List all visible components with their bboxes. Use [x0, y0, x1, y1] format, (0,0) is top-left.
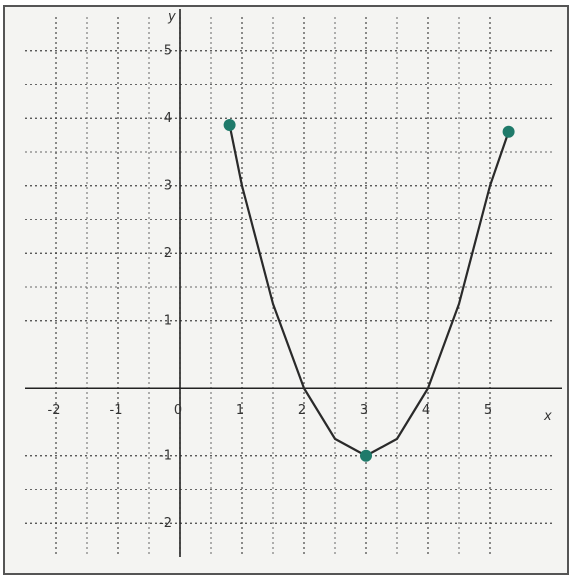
x-tick-label: -2 [48, 403, 61, 418]
x-tick-label: 2 [298, 403, 306, 418]
y-tick-label: 4 [164, 111, 172, 126]
y-tick-label: 1 [164, 313, 172, 328]
y-tick-label: 5 [164, 43, 172, 58]
y-tick-label: 2 [164, 246, 172, 261]
x-tick-label: 3 [360, 403, 368, 418]
x-tick-label: 4 [422, 403, 430, 418]
y-tick-label: 3 [164, 178, 172, 193]
point [223, 119, 236, 131]
y-axis-label: y [167, 10, 176, 25]
x-axis-label: x [543, 409, 552, 424]
y-tick-label: -2 [159, 516, 172, 531]
x-tick-label: 1 [236, 403, 244, 418]
point [502, 125, 515, 138]
paper [3, 5, 569, 575]
point [360, 449, 372, 462]
y-tick-label: -1 [159, 448, 172, 463]
x-tick-label: 0 [174, 403, 182, 418]
x-tick-label: 5 [484, 403, 492, 418]
x-tick-label: -1 [110, 403, 123, 418]
